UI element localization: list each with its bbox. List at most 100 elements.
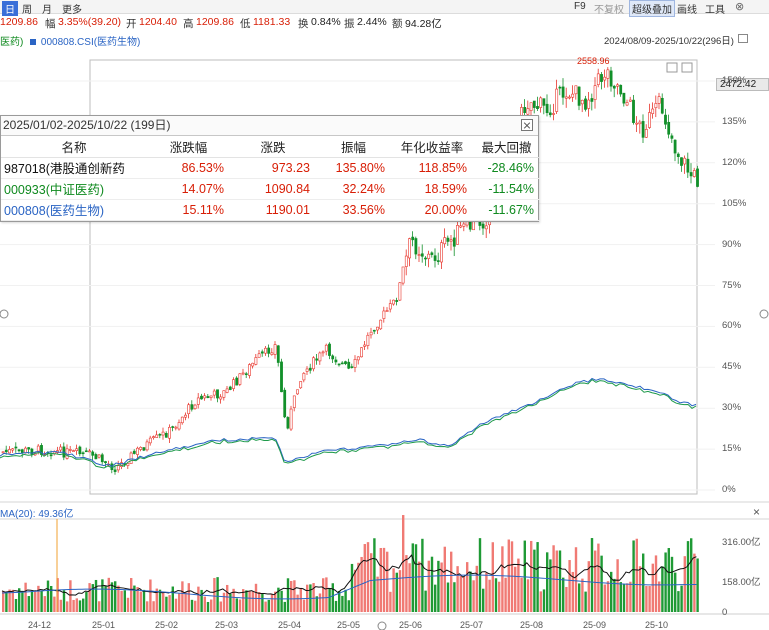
right-axis-tick: 120% (722, 156, 747, 168)
legend-swatch (30, 39, 37, 45)
volume-bars (2, 515, 699, 612)
top-toolbar: 日 周 月 更多 F9 不复权 超级叠加 画线 工具 ⊗ (0, 0, 769, 17)
x-axis-tick: 25-08 (520, 620, 544, 630)
col-change-pct[interactable]: 涨跌幅 (147, 136, 230, 158)
range-toggle-button[interactable] (738, 34, 748, 43)
change-label: 幅 (45, 18, 56, 30)
x-axis-tick: 25-05 (337, 620, 361, 630)
x-axis-tick: 25-07 (460, 620, 484, 630)
turnover-value: 0.84% (311, 16, 341, 28)
right-axis-tick: 150% (722, 75, 747, 86)
row-max-drawdown: -28.46% (473, 157, 540, 179)
row-max-drawdown: -11.67% (473, 199, 540, 221)
col-name[interactable]: 名称 (1, 136, 147, 158)
table-row[interactable]: 987018(港股通创新药 86.53% 973.23 135.80% 118.… (1, 157, 540, 179)
legend-item-csi-bio[interactable]: 000808.CSI(医药生物) (40, 37, 141, 48)
right-axis-tick: 0% (722, 484, 736, 495)
volume-axis-mid: 158.00亿 (722, 577, 761, 588)
col-max-drawdown[interactable]: 最大回撤 (473, 136, 540, 158)
row-change: 1190.01 (230, 199, 316, 221)
peak-price-label: 2558.96 (577, 56, 610, 66)
row-change-pct: 86.53% (147, 157, 230, 179)
overlay-line-csi-bio (0, 377, 697, 467)
x-axis-tick: 25-09 (583, 620, 607, 630)
tab-month[interactable]: 月 (42, 5, 52, 16)
x-axis-tick: 25-02 (155, 620, 179, 630)
x-axis-tick: 24-12 (28, 620, 52, 630)
right-axis-tick: 90% (722, 238, 742, 250)
overlay-line-csi-pharma (0, 378, 697, 469)
stats-close-icon[interactable] (521, 119, 533, 131)
row-name: 987018(港股通创新药 (1, 157, 147, 179)
row-change: 1090.84 (230, 178, 316, 200)
row-annual-return: 20.00% (391, 199, 473, 221)
row-name: 000933(中证医药) (1, 178, 147, 200)
right-axis-tick: 45% (722, 361, 742, 373)
volume-ma-label: MA(20): 49.36亿 (0, 509, 74, 520)
open-label: 开 (126, 18, 137, 30)
last-price: 1209.86 (0, 16, 38, 28)
volume-ma5-line (1, 554, 697, 597)
left-scroll-handle[interactable] (0, 309, 9, 319)
draw-line-button[interactable]: 画线 (677, 5, 697, 16)
main-chart-frame (89, 59, 698, 495)
right-axis-tick: 15% (722, 443, 742, 455)
right-axis-tick: 105% (722, 197, 747, 209)
volume-axis-zero: 0 (722, 607, 728, 618)
amplitude-value: 2.44% (357, 16, 387, 28)
right-axis-tick: 30% (722, 402, 742, 414)
change-value: 3.35%(39.20) (58, 16, 122, 28)
right-axis-tick: 135% (722, 115, 747, 127)
volume-axis-max: 316.00亿 (722, 537, 761, 548)
legend-item-csi-pharma[interactable]: 医药) (0, 37, 24, 48)
interval-stats-panel: 2025/01/02-2025/10/22 (199日) 名称 涨跌幅 涨跌 振… (0, 115, 540, 222)
high-value: 1209.86 (196, 16, 234, 28)
tools-button[interactable]: 工具 (705, 5, 725, 16)
row-amplitude: 135.80% (316, 157, 391, 179)
low-value: 1181.33 (253, 16, 291, 28)
col-change[interactable]: 涨跌 (230, 136, 316, 158)
x-axis-tick: 25-04 (278, 620, 302, 630)
row-change-pct: 14.07% (147, 178, 230, 200)
volume-close-icon[interactable]: × (753, 505, 761, 519)
overlay-button[interactable]: 超级叠加 (629, 0, 675, 17)
col-amplitude[interactable]: 振幅 (316, 136, 391, 158)
row-amplitude: 32.24% (316, 178, 391, 200)
col-annual-return[interactable]: 年化收益率 (391, 136, 473, 158)
row-max-drawdown: -11.54% (473, 178, 540, 200)
volume-ma20-line (1, 574, 697, 600)
row-name: 000808(医药生物) (1, 199, 147, 221)
amount-label: 额 (392, 18, 403, 30)
stats-title: 2025/01/02-2025/10/22 (199日) (1, 116, 538, 136)
x-axis-tick: 25-03 (215, 620, 239, 630)
frame-toggle-icon[interactable] (666, 62, 693, 73)
amplitude-label: 振 (344, 18, 355, 30)
bottom-scroll-handle[interactable] (377, 621, 387, 630)
x-axis-tick: 25-06 (399, 620, 423, 630)
stats-table: 名称 涨跌幅 涨跌 振幅 年化收益率 最大回撤 987018(港股通创新药 86… (1, 136, 540, 221)
x-axis-tick: 25-10 (645, 620, 669, 630)
table-row[interactable]: 000933(中证医药) 14.07% 1090.84 32.24% 18.59… (1, 178, 540, 200)
x-axis-tick: 25-01 (92, 620, 116, 630)
stats-header-row: 名称 涨跌幅 涨跌 振幅 年化收益率 最大回撤 (1, 136, 540, 158)
right-axis-tick: 75% (722, 279, 742, 291)
amount-value: 94.28亿 (405, 18, 442, 30)
no-adjust-button[interactable]: 不复权 (594, 5, 624, 16)
tab-more[interactable]: 更多 (62, 5, 82, 16)
right-scroll-handle[interactable] (759, 309, 769, 319)
quote-bar: 1209.86 幅 3.35%(39.20) 开 1204.40 高 1209.… (0, 16, 769, 32)
tab-day[interactable]: 日 (2, 1, 18, 16)
row-annual-return: 118.85% (391, 157, 473, 179)
tab-week[interactable]: 周 (22, 5, 32, 16)
row-change: 973.23 (230, 157, 316, 179)
f9-button[interactable]: F9 (574, 1, 586, 12)
close-icon[interactable]: ⊗ (735, 1, 745, 13)
right-axis-tick: 60% (722, 320, 742, 332)
low-label: 低 (240, 18, 251, 30)
row-annual-return: 18.59% (391, 178, 473, 200)
date-range-label: 2024/08/09-2025/10/22(296日) (604, 36, 734, 47)
row-change-pct: 15.11% (147, 199, 230, 221)
table-row[interactable]: 000808(医药生物) 15.11% 1190.01 33.56% 20.00… (1, 199, 540, 221)
row-amplitude: 33.56% (316, 199, 391, 221)
